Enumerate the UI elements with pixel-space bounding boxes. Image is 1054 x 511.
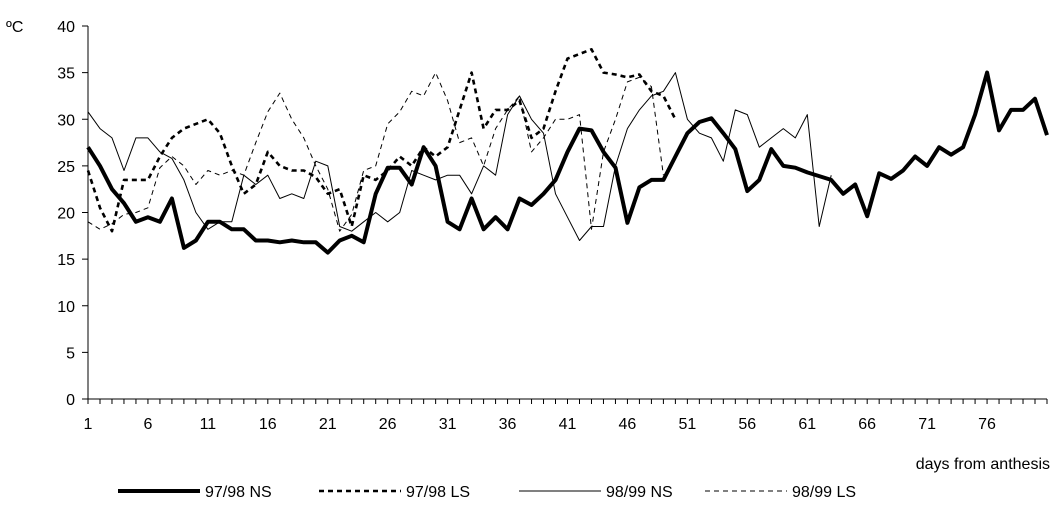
y-tick-label: 25 bbox=[57, 159, 75, 176]
y-tick-label: 35 bbox=[57, 66, 75, 83]
x-tick-label: 21 bbox=[319, 416, 337, 433]
x-tick-label: 16 bbox=[259, 416, 277, 433]
series-line-98-99-ls bbox=[87, 72, 664, 232]
y-tick-label: 0 bbox=[66, 392, 75, 409]
legend-label: 97/98 NS bbox=[205, 484, 272, 501]
x-tick-label: 46 bbox=[619, 416, 637, 433]
series-line-97-98-ns bbox=[86, 70, 1049, 255]
y-tick-label: 40 bbox=[57, 19, 75, 36]
series-line-97-98-ls bbox=[86, 47, 677, 233]
x-tick-label: 66 bbox=[858, 416, 876, 433]
x-tick-label: 11 bbox=[200, 416, 217, 433]
x-tick-label: 76 bbox=[978, 416, 996, 433]
x-tick-label: 36 bbox=[499, 416, 517, 433]
legend-label: 97/98 LS bbox=[406, 484, 470, 501]
y-tick-label: 15 bbox=[57, 252, 75, 269]
x-tick-label: 26 bbox=[379, 416, 397, 433]
x-tick-label: 31 bbox=[439, 416, 457, 433]
series-line-98-99-ns bbox=[87, 72, 832, 241]
y-tick-label: 30 bbox=[57, 112, 75, 129]
series-lines bbox=[86, 47, 1049, 255]
y-axis-ticks: 0 5 10 15 20 25 30 35 40 bbox=[57, 19, 88, 409]
x-tick-label: 71 bbox=[918, 416, 936, 433]
y-axis-label: ºC bbox=[6, 19, 23, 36]
x-axis-ticks: 1 6 11 16 21 26 31 36 41 46 51 56 61 66 71 76 bbox=[84, 399, 1048, 433]
legend-label: 98/99 LS bbox=[792, 484, 856, 501]
x-tick-label: 1 bbox=[84, 416, 93, 433]
legend-label: 98/99 NS bbox=[606, 484, 673, 501]
x-tick-label: 6 bbox=[143, 416, 152, 433]
x-tick-label: 61 bbox=[798, 416, 816, 433]
x-tick-label: 51 bbox=[678, 416, 696, 433]
chart-axes bbox=[87, 26, 1047, 400]
y-tick-label: 5 bbox=[66, 345, 75, 362]
y-tick-label: 10 bbox=[57, 299, 75, 316]
x-tick-label: 41 bbox=[559, 416, 577, 433]
x-axis-label: days from anthesis bbox=[916, 456, 1050, 473]
legend: 97/98 NS 97/98 LS 98/99 NS 98/99 LS bbox=[118, 484, 856, 501]
y-tick-label: 20 bbox=[57, 206, 75, 223]
x-tick-label: 56 bbox=[738, 416, 756, 433]
